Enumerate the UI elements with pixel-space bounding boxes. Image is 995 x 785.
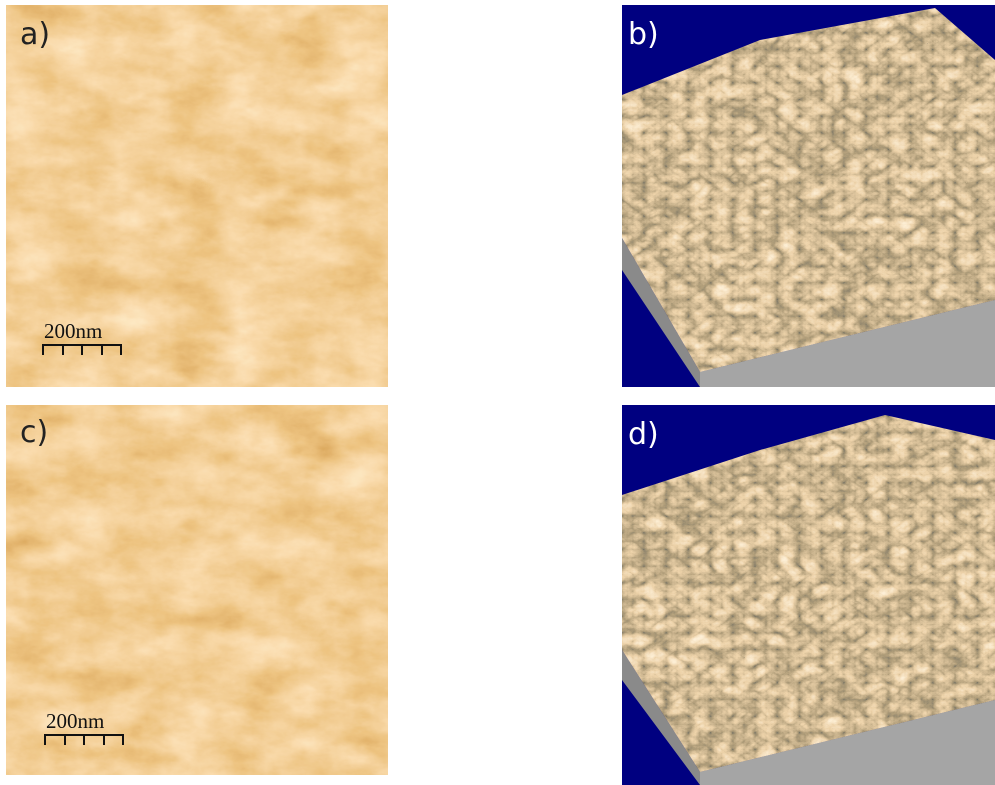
scale-bar-label: 200nm (44, 319, 102, 343)
figure: a) 200nm b) c) 200nm d) (0, 0, 995, 785)
panel-label: d) (628, 417, 659, 452)
scale-bar-label: 200nm (46, 709, 104, 733)
panel-c: c) 200nm (6, 405, 388, 775)
panel-label: b) (628, 17, 659, 52)
panel-d: d) (622, 405, 995, 785)
panel-b: b) (622, 5, 995, 387)
panel-label: a) (20, 17, 50, 52)
panel-a: a) 200nm (6, 5, 388, 387)
panel-label: c) (20, 415, 48, 450)
